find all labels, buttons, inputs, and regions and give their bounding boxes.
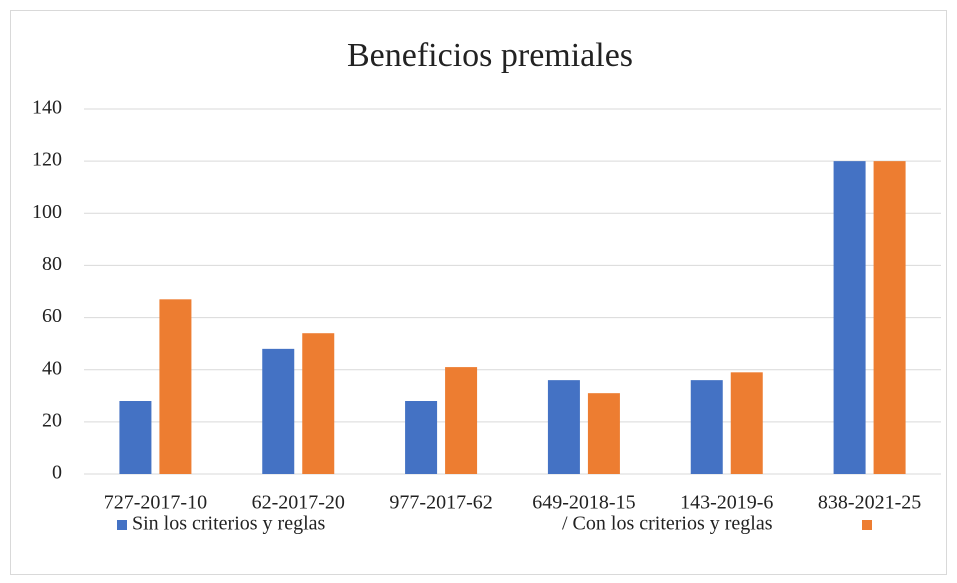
- legend-swatch: [117, 520, 127, 530]
- x-tick-label: 62-2017-20: [252, 492, 345, 514]
- y-tick-label: 60: [42, 305, 62, 327]
- chart-title: Beneficios premiales: [347, 37, 633, 74]
- x-tick-label: 838-2021-25: [818, 492, 921, 514]
- x-tick-label: 649-2018-15: [532, 492, 635, 514]
- bar: [159, 299, 192, 474]
- legend-swatch: [862, 520, 872, 530]
- y-tick-label: 80: [42, 253, 62, 275]
- y-tick-label: 20: [42, 409, 62, 431]
- bar: [405, 401, 438, 474]
- bar: [833, 161, 866, 474]
- x-tick-label: 977-2017-62: [389, 492, 492, 514]
- y-tick-label: 140: [32, 97, 62, 119]
- bar: [587, 393, 620, 474]
- chart-border: [10, 10, 947, 575]
- bar: [445, 367, 478, 474]
- bar: [873, 161, 906, 474]
- bar: [730, 372, 763, 474]
- y-tick-label: 40: [42, 357, 62, 379]
- x-tick-label: 143-2019-6: [680, 492, 773, 514]
- bar: [547, 380, 580, 474]
- y-tick-label: 100: [32, 201, 62, 223]
- y-tick-label: 0: [52, 462, 62, 484]
- y-tick-label: 120: [32, 149, 62, 171]
- legend-label: Sin los criterios y reglas: [132, 513, 326, 535]
- bar: [302, 333, 335, 474]
- legend-label: / Con los criterios y reglas: [562, 513, 773, 535]
- bar: [262, 348, 295, 474]
- x-tick-label: 727-2017-10: [104, 492, 207, 514]
- bar: [119, 401, 152, 474]
- bar: [690, 380, 723, 474]
